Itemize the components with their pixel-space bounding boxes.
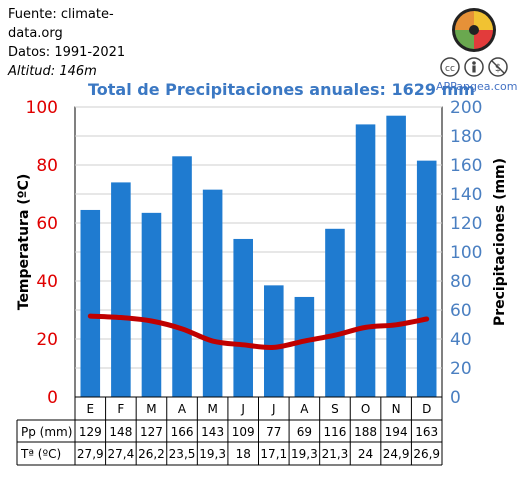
- right-tick-label: 200: [450, 98, 482, 118]
- precip-bar: [325, 228, 345, 397]
- precip-bar: [233, 238, 253, 397]
- temp-value: 17,1: [260, 447, 287, 461]
- left-tick-label: 80: [36, 156, 58, 176]
- left-tick-label: 60: [36, 214, 58, 234]
- temperature-line: [87, 313, 430, 351]
- precip-bar: [172, 156, 192, 397]
- right-tick-label: 60: [450, 301, 472, 321]
- precip-value: 109: [232, 425, 255, 439]
- puzzle-logo-icon: [452, 8, 496, 52]
- source-line: Fuente: climate-: [8, 7, 114, 22]
- month-label: M: [146, 402, 156, 416]
- temp-value: 18: [236, 447, 251, 461]
- month-label: N: [392, 402, 401, 416]
- precip-bars: [80, 115, 437, 398]
- month-label: O: [361, 402, 370, 416]
- left-tick-label: 20: [36, 330, 58, 350]
- left-axis-ticks: 0 20 40 60 80 100: [26, 98, 58, 408]
- precip-value: 116: [324, 425, 347, 439]
- precip-value: 129: [79, 425, 102, 439]
- precip-value: 148: [109, 425, 132, 439]
- precip-bar: [416, 160, 437, 397]
- svg-text:cc: cc: [445, 64, 455, 74]
- right-tick-label: 40: [450, 330, 472, 350]
- left-tick-label: 100: [26, 98, 58, 118]
- right-tick-label: 100: [450, 243, 482, 263]
- precip-value: 127: [140, 425, 163, 439]
- source-line: data.org: [8, 26, 63, 41]
- month-label: J: [240, 402, 245, 416]
- temp-value: 19,3: [199, 447, 226, 461]
- right-axis-label: Precipitaciones (mm): [492, 158, 508, 326]
- precip-bar: [80, 209, 101, 397]
- right-tick-label: 120: [450, 214, 482, 234]
- month-label: M: [207, 402, 217, 416]
- month-label: A: [300, 402, 309, 416]
- row-header-precip: Pp (mm): [21, 425, 72, 439]
- right-tick-label: 180: [450, 127, 482, 147]
- precip-value: 143: [201, 425, 224, 439]
- temp-value: 23,5: [169, 447, 196, 461]
- right-tick-label: 80: [450, 272, 472, 292]
- month-label: E: [86, 402, 94, 416]
- month-label: J: [271, 402, 276, 416]
- month-label: S: [331, 402, 339, 416]
- right-tick-label: 160: [450, 156, 482, 176]
- precip-value: 77: [266, 425, 281, 439]
- temp-value: 24: [358, 447, 373, 461]
- precip-value: 194: [385, 425, 408, 439]
- temp-value: 19,3: [291, 447, 318, 461]
- temp-value: 24,9: [383, 447, 410, 461]
- temp-value: 27,9: [77, 447, 104, 461]
- precip-value: 163: [415, 425, 438, 439]
- left-tick-label: 0: [47, 388, 58, 408]
- altitude: Altitud: 146m: [8, 64, 97, 79]
- right-tick-label: 0: [450, 388, 461, 408]
- precip-bar: [294, 296, 315, 397]
- month-label: D: [422, 402, 431, 416]
- svg-text:$: $: [495, 63, 501, 74]
- data-table: E F M A M J J A S O N D Pp (mm) Tª (ºC) 129 148 127 166 14…: [16, 396, 443, 466]
- row-header-temp: Tª (ºC): [20, 447, 61, 461]
- precip-bar: [264, 285, 284, 397]
- precip-bar: [202, 189, 223, 397]
- cc-icon: cc: [440, 57, 460, 77]
- by-icon: [464, 57, 484, 77]
- temp-value: 21,3: [322, 447, 349, 461]
- precip-bar: [355, 124, 376, 398]
- chart-title: Total de Precipitaciones anuales: 1629 m…: [88, 80, 475, 99]
- temp-value: 27,4: [108, 447, 135, 461]
- precip-value: 69: [297, 425, 312, 439]
- temp-value: 26,2: [138, 447, 165, 461]
- data-period: Datos: 1991-2021: [8, 45, 126, 60]
- month-label: F: [117, 402, 124, 416]
- precip-value: 166: [171, 425, 194, 439]
- left-axis-label: Temperatura (ºC): [16, 174, 32, 311]
- right-tick-label: 20: [450, 359, 472, 379]
- month-label: A: [178, 402, 187, 416]
- precip-value: 188: [354, 425, 377, 439]
- brand-link[interactable]: APPangea.com: [436, 80, 518, 93]
- precip-bar: [141, 212, 162, 397]
- right-axis-ticks: 0 20 40 60 80 100 120 140 160 180 200: [450, 98, 482, 408]
- left-tick-label: 40: [36, 272, 58, 292]
- nc-icon: $: [488, 57, 508, 77]
- right-tick-label: 140: [450, 185, 482, 205]
- precip-bar: [111, 182, 131, 397]
- temp-value: 26,9: [413, 447, 440, 461]
- precip-bar: [386, 115, 406, 397]
